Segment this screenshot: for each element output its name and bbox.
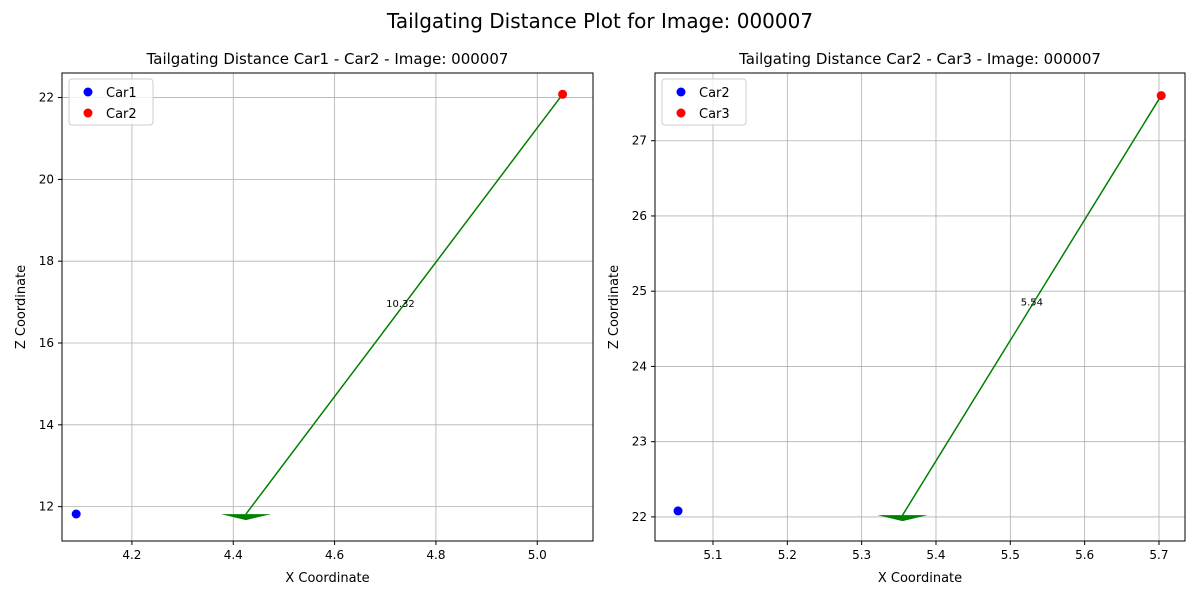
legend-marker-car1: [83, 87, 93, 97]
x-tick-label: 5.1: [703, 548, 722, 562]
x-tick-label: 5.4: [926, 548, 945, 562]
distance-arrow-head: [877, 515, 928, 522]
x-tick-label: 5.7: [1149, 548, 1168, 562]
x-tick-label: 4.2: [122, 548, 141, 562]
y-tick-label: 24: [632, 359, 647, 373]
distance-arrow-head: [220, 514, 271, 521]
x-tick-label: 5.3: [852, 548, 871, 562]
y-axis-label: Z Coordinate: [607, 265, 622, 349]
x-axis-label: X Coordinate: [285, 571, 369, 586]
figure-title: Tailgating Distance Plot for Image: 0000…: [386, 9, 813, 33]
x-tick-label: 5.5: [1001, 548, 1020, 562]
y-tick-label: 18: [39, 254, 54, 268]
y-tick-label: 20: [39, 172, 54, 186]
distance-arrow-line: [901, 95, 1162, 516]
x-tick-label: 5.0: [528, 548, 547, 562]
y-tick-label: 26: [632, 209, 647, 223]
x-tick-label: 4.6: [325, 548, 344, 562]
axes-frame: [654, 72, 1186, 542]
point-car1: [71, 509, 81, 519]
y-tick-label: 22: [632, 510, 647, 524]
x-tick-label: 5.6: [1075, 548, 1094, 562]
legend-marker-car3: [676, 108, 686, 118]
x-tick-label: 5.2: [778, 548, 797, 562]
point-car3: [1156, 91, 1166, 101]
y-tick-label: 23: [632, 435, 647, 449]
distance-label: 5.54: [1021, 297, 1043, 308]
y-tick-label: 12: [39, 500, 54, 514]
left-chart-axes: 10.32 4.2 4.4 4.6 4.8 5.0 12 14 16 18 20 22 Tailgati…: [14, 50, 594, 586]
y-tick-label: 22: [39, 91, 54, 105]
x-tick-label: 4.8: [426, 548, 445, 562]
point-car2: [673, 506, 683, 516]
distance-label: 10.32: [386, 299, 415, 310]
y-axis-label: Z Coordinate: [14, 265, 29, 349]
chart-title: Tailgating Distance Car1 - Car2 - Image:…: [146, 50, 509, 68]
right-chart-axes: 5.54 5.1 5.2 5.3 5.4 5.5 5.6 5.7 22 23 24 25 26 27 Tai…: [607, 50, 1186, 586]
y-tick-label: 14: [39, 418, 54, 432]
chart-title: Tailgating Distance Car2 - Car3 - Image:…: [738, 50, 1101, 68]
y-tick-label: 25: [632, 284, 647, 298]
axes-frame: [61, 72, 594, 542]
y-tick-label: 27: [632, 134, 647, 148]
x-tick-label: 4.4: [224, 548, 243, 562]
point-car2: [558, 89, 568, 99]
legend-label-car2: Car2: [106, 107, 137, 122]
x-axis-label: X Coordinate: [878, 571, 962, 586]
legend-label-car2: Car2: [699, 86, 730, 101]
legend-label-car1: Car1: [106, 86, 137, 101]
legend-marker-car2: [676, 87, 686, 97]
legend-marker-car2: [83, 108, 93, 118]
y-tick-label: 16: [39, 336, 54, 350]
legend-label-car3: Car3: [699, 107, 730, 122]
distance-arrow-line: [245, 93, 564, 515]
